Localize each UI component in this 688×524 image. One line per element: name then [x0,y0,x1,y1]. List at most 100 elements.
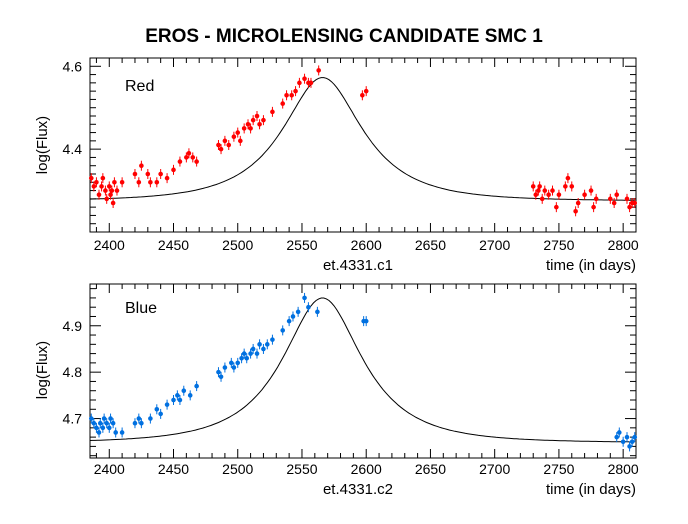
data-point [248,351,253,356]
data-point [306,304,311,310]
data-point [632,434,638,440]
data-point [164,175,170,181]
data-point [241,351,247,356]
data-point [190,155,196,160]
data-point [280,328,286,333]
data-point [96,430,102,435]
data-point [530,184,536,189]
data-point [218,374,224,380]
x-tick-label: 2400 [94,461,125,477]
x-tick-label: 2650 [415,237,446,253]
data-point [113,430,118,435]
x-tick-label: 2450 [158,461,189,477]
data-point [91,420,97,426]
data-point [175,393,180,398]
y-tick-label: 4.8 [63,364,83,380]
data-point [218,146,224,152]
data-point [244,355,250,361]
data-point [104,196,110,202]
data-point [216,142,221,148]
data-point [145,171,151,177]
data-point [194,383,199,389]
data-point [286,318,292,324]
data-point [360,92,365,98]
data-point [565,175,571,181]
data-point [254,351,260,356]
x-tick-label: 2750 [543,461,574,477]
data-point [316,68,321,73]
data-point [119,430,125,435]
data-point [248,126,253,131]
data-point [241,126,247,131]
data-point [254,113,260,119]
data-point [270,337,275,342]
data-point [96,192,102,198]
data-point [148,179,153,185]
data-point [297,80,302,86]
data-point [109,188,115,193]
data-point [231,134,237,140]
data-point [88,416,94,421]
data-point [588,188,594,193]
y-axis-title: log(Flux) [34,341,51,399]
data-point [187,393,193,398]
data-point [148,416,153,421]
x-axis-title: time (in days) [546,257,636,274]
data-point [99,184,104,189]
x-tick-label: 2800 [608,461,639,477]
data-point [222,138,228,144]
data-point [226,142,232,148]
data-point [94,179,99,185]
y-tick-label: 4.7 [63,411,83,427]
data-point [264,342,270,347]
data-point [611,200,617,206]
data-point [158,171,163,177]
data-point [239,355,244,361]
data-point [569,184,575,189]
data-point [620,439,626,445]
data-point [627,204,632,210]
data-points-0 [88,65,638,217]
data-point [261,117,266,123]
data-point [582,192,587,198]
x-tick-label: 2700 [479,237,510,253]
data-point [550,188,555,193]
data-point [91,184,97,189]
data-point [177,159,183,164]
data-point [363,318,369,324]
data-point [539,196,545,202]
data-point [302,295,307,301]
fit-curve-1 [89,297,635,443]
x-tick-label: 2750 [543,237,574,253]
panel-label: Blue [125,300,157,317]
data-point [591,204,596,210]
data-point [97,420,103,426]
panel-label: Red [125,78,154,95]
data-point [245,121,251,127]
data-point [575,200,581,206]
data-points-1 [88,292,638,452]
data-point [308,80,314,86]
x-tick-label: 2650 [415,461,446,477]
data-point [229,360,234,366]
data-point [184,155,189,160]
data-point [295,309,301,315]
data-point [257,121,262,127]
data-point [94,425,99,431]
data-point [158,411,163,417]
data-point [136,179,142,185]
x-tick-label: 2600 [351,237,382,253]
data-point [533,192,539,198]
chart-title: EROS - MICROLENSING CANDIDATE SMC 1 [145,26,543,47]
data-point [257,342,262,347]
data-point [290,314,296,319]
plot-frame-1 [89,283,637,459]
data-point [608,196,613,202]
data-point [177,397,183,403]
x-tick-label: 2500 [222,237,253,253]
x-tick-label: 2600 [351,461,382,477]
panel-subtitle: et.4331.c1 [323,257,393,274]
x-tick-label: 2550 [286,237,317,253]
data-point [235,360,241,366]
data-point [250,346,256,352]
